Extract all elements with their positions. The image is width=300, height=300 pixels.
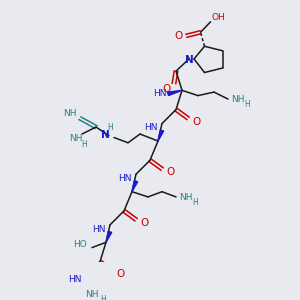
Polygon shape [82, 282, 88, 293]
Text: H: H [244, 100, 250, 109]
Polygon shape [167, 90, 182, 95]
Text: O: O [174, 31, 183, 41]
Text: NH: NH [85, 290, 99, 299]
Text: O: O [192, 117, 200, 127]
Text: NH: NH [63, 109, 77, 118]
Text: HN: HN [153, 89, 167, 98]
Text: OH: OH [212, 13, 225, 22]
Polygon shape [106, 231, 112, 242]
Text: NH: NH [69, 134, 83, 143]
Text: O: O [116, 269, 124, 279]
Text: NH: NH [179, 193, 193, 202]
Text: O: O [162, 84, 170, 94]
Text: O: O [140, 218, 148, 228]
Text: HN: HN [92, 225, 106, 234]
Text: H: H [100, 296, 106, 300]
Text: HN: HN [68, 275, 82, 284]
Text: HN: HN [144, 123, 158, 132]
Text: H: H [81, 140, 87, 149]
Text: N: N [184, 55, 194, 65]
Text: HO: HO [73, 240, 87, 249]
Text: HN: HN [118, 174, 132, 183]
Polygon shape [132, 181, 138, 192]
Text: NH: NH [231, 95, 245, 104]
Polygon shape [158, 130, 164, 141]
Text: H: H [192, 198, 198, 207]
Text: N: N [100, 130, 109, 140]
Text: H: H [107, 122, 113, 131]
Text: O: O [166, 167, 174, 178]
